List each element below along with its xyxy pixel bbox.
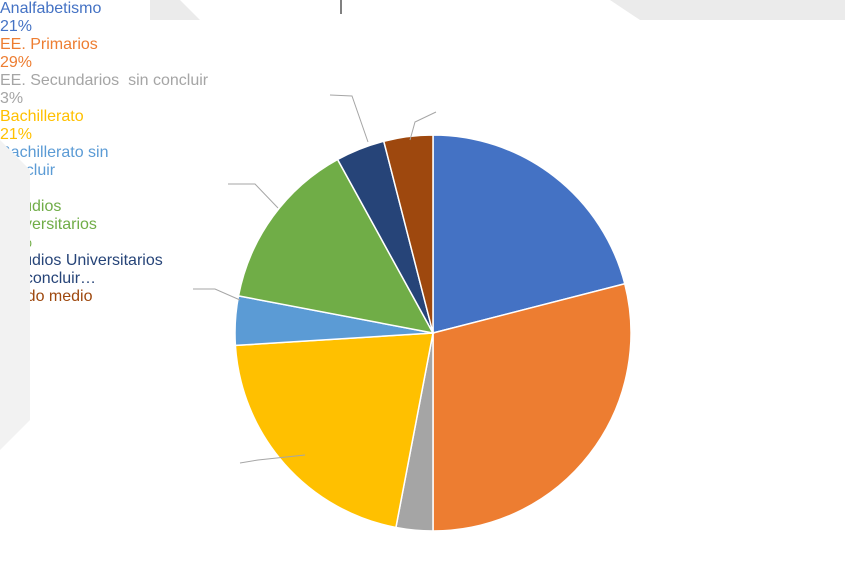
leader-line — [329, 94, 369, 143]
value-label: 29% — [0, 54, 33, 71]
value-label: 21% — [0, 18, 33, 35]
slice-label: EE. Secundarios sin concluir 3% — [0, 72, 320, 108]
value-label: 3% — [0, 90, 24, 107]
pie-slice — [382, 134, 434, 334]
pie-slice — [432, 282, 632, 532]
category-label: EE. Secundarios sin concluir — [0, 72, 209, 89]
leader-line — [409, 111, 437, 141]
leader-line — [193, 288, 241, 301]
pie-slice — [432, 134, 626, 334]
bg-shape — [610, 0, 845, 20]
slice-label: Analfabetismo 21% — [0, 0, 140, 36]
slice-label: Bachillerato 21% — [0, 108, 140, 144]
value-label: 21% — [0, 126, 33, 143]
bg-shape — [150, 0, 200, 20]
bg-shape — [0, 140, 30, 450]
category-label: Bachillerato — [0, 108, 84, 125]
pie-slice — [237, 158, 435, 335]
leader-line — [228, 183, 279, 209]
leader-line — [239, 454, 306, 464]
slice-label: EE. Primarios 29% — [0, 36, 140, 72]
category-label: Analfabetismo — [0, 0, 102, 17]
category-label: EE. Primarios — [0, 36, 98, 53]
pie-slice — [234, 332, 434, 529]
